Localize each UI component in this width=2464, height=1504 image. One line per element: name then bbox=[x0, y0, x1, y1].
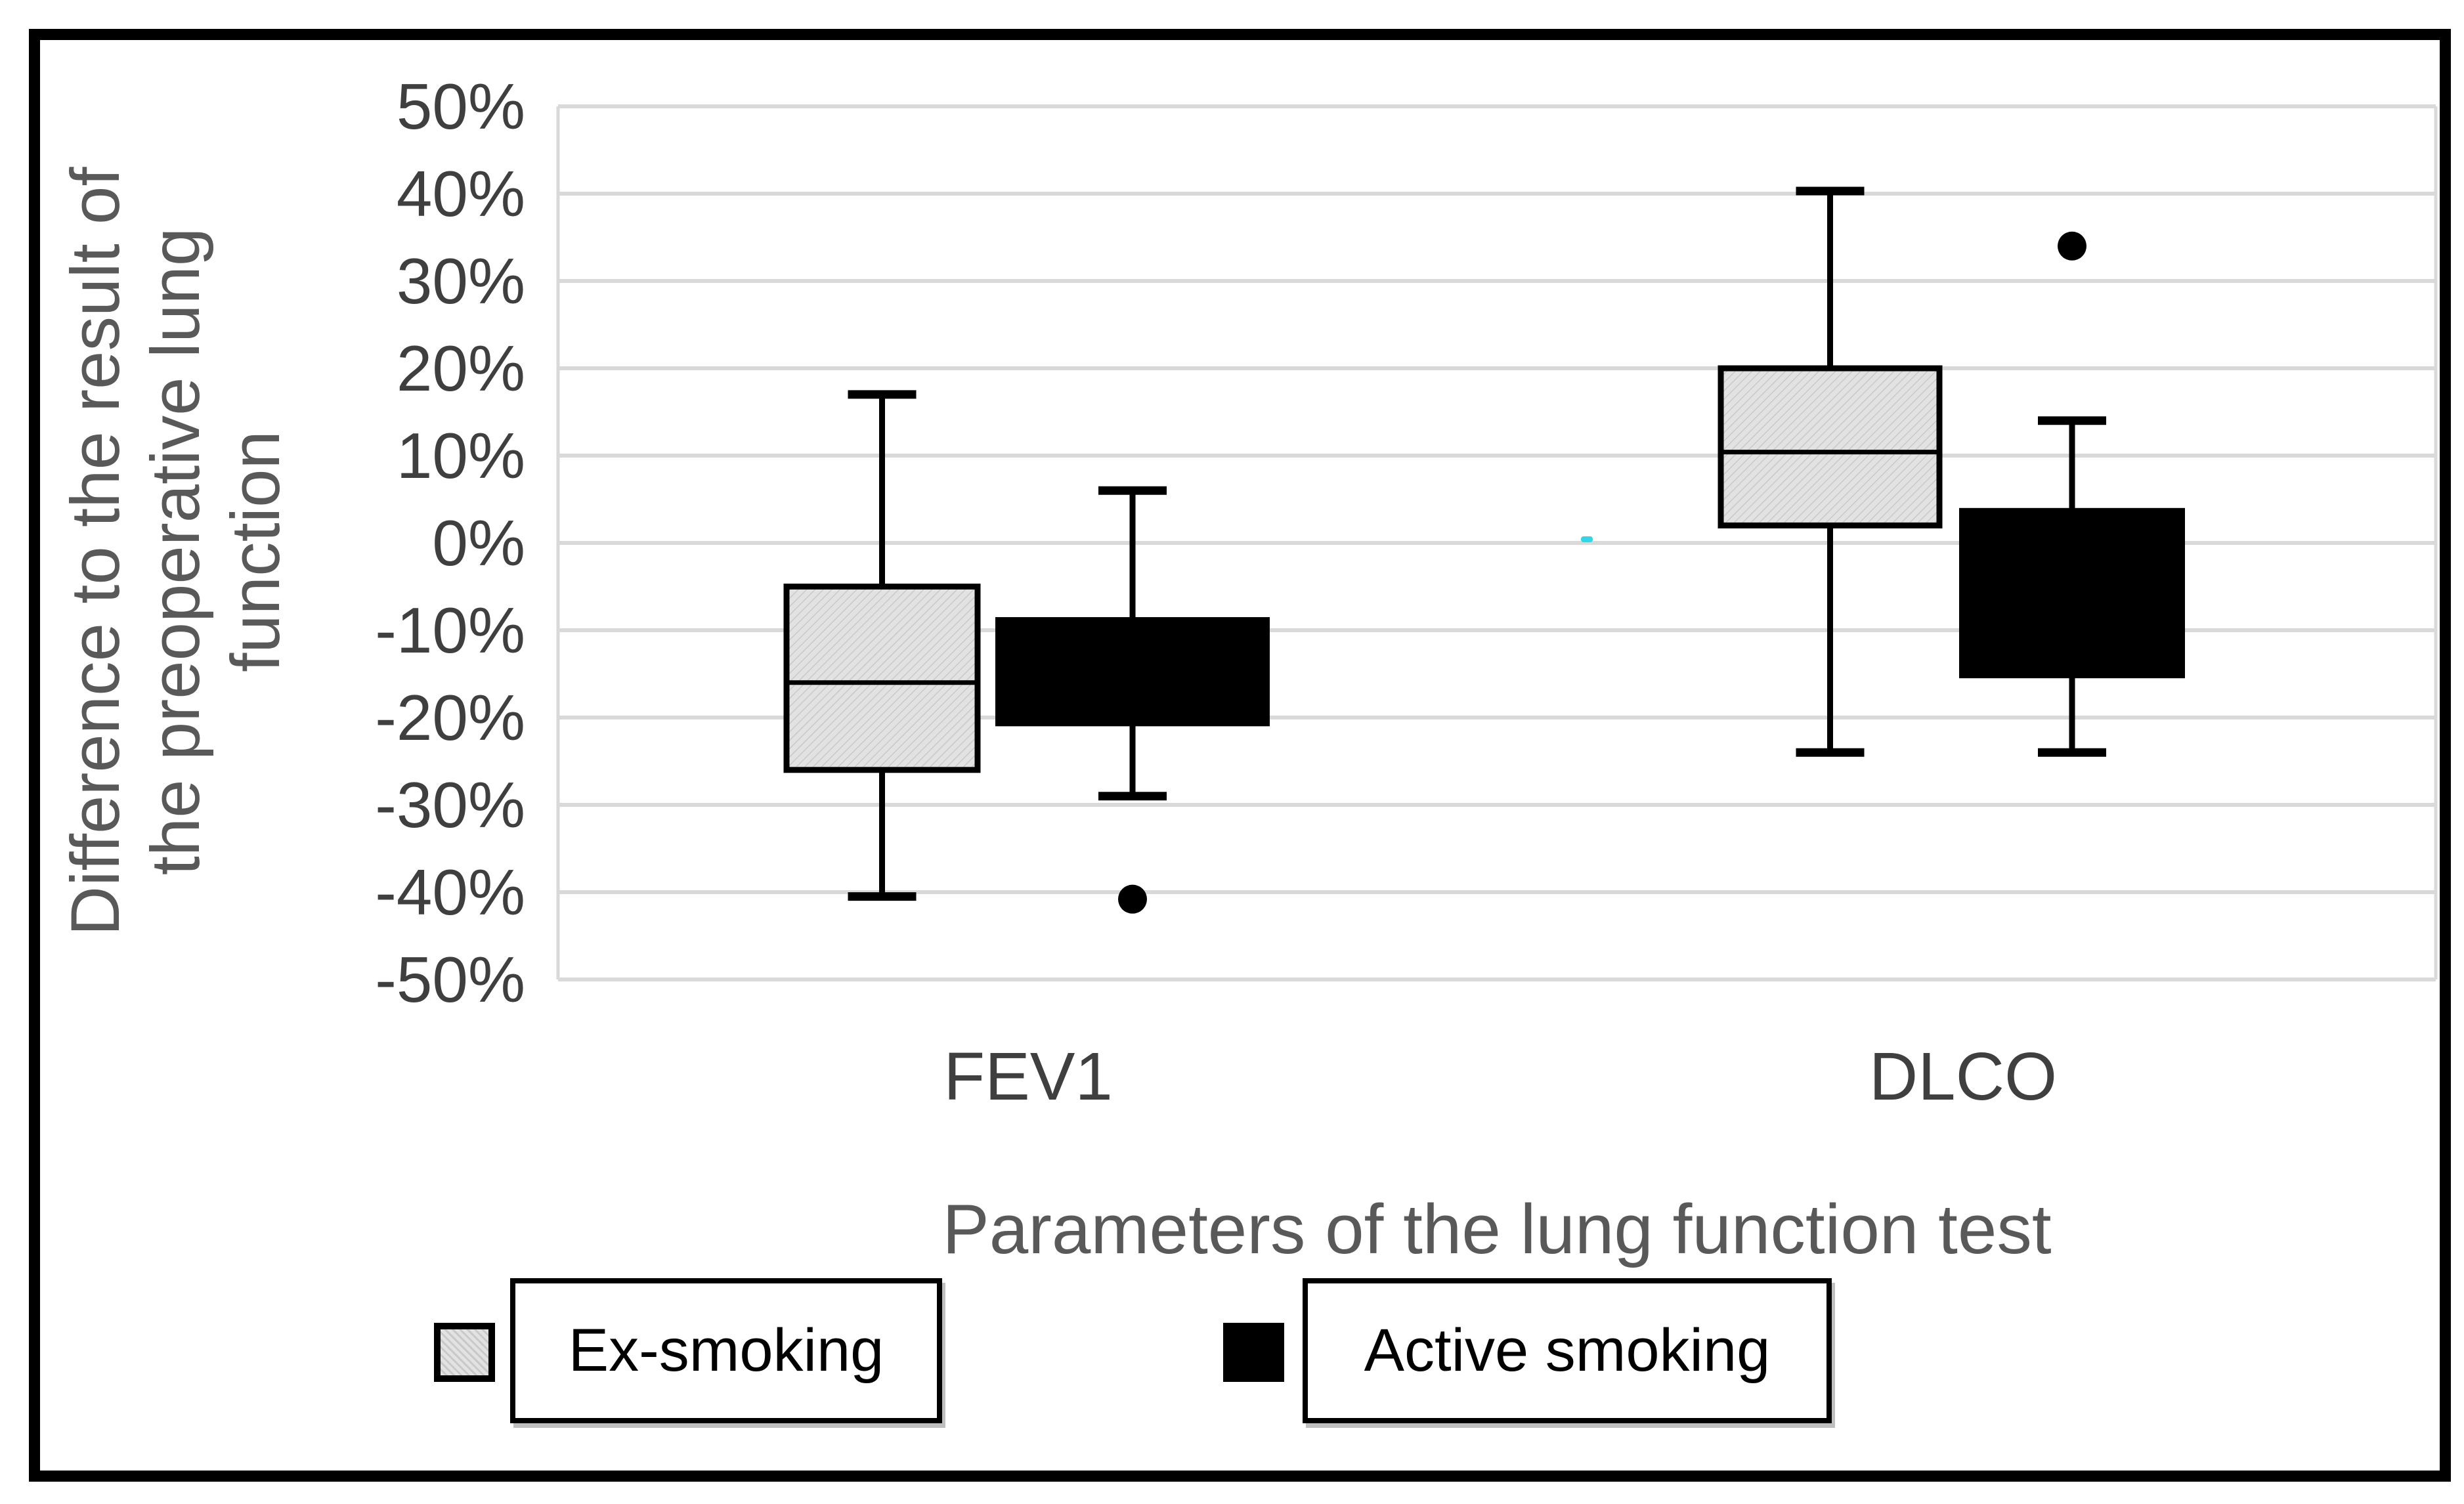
outlier-dlco-active-smoking-0 bbox=[2058, 231, 2086, 261]
y-axis-title-line-1: Difference to the result of bbox=[57, 167, 134, 936]
outlier-fev1-active-smoking-0 bbox=[1118, 884, 1147, 914]
box-dlco-active-smoking bbox=[1959, 507, 2185, 679]
box-dlco-ex-smoking bbox=[1718, 365, 1943, 528]
category-label-fev1: FEV1 bbox=[943, 1039, 1113, 1114]
y-tick-label--10pct: -10% bbox=[375, 594, 525, 666]
legend-label-active-smoking: Active smoking bbox=[1364, 1317, 1771, 1384]
legend-item-ex-smoking: Ex-smoking bbox=[510, 1278, 942, 1423]
box-fev1-ex-smoking bbox=[783, 584, 981, 773]
y-tick-label-20pct: 20% bbox=[396, 332, 525, 404]
legend-item-active-smoking: Active smoking bbox=[1303, 1278, 1832, 1423]
y-tick-label--50pct: -50% bbox=[375, 943, 525, 1016]
legend-swatch-active-smoking-icon bbox=[1223, 1323, 1284, 1382]
y-tick-label-10pct: 10% bbox=[396, 419, 525, 492]
cyan-artifact-mark bbox=[1581, 536, 1593, 542]
y-tick-label--40pct: -40% bbox=[375, 856, 525, 928]
y-tick-label--30pct: -30% bbox=[375, 769, 525, 841]
box-fev1-active-smoking bbox=[995, 617, 1270, 727]
category-label-dlco: DLCO bbox=[1869, 1039, 2058, 1114]
legend-label-ex-smoking: Ex-smoking bbox=[568, 1317, 884, 1384]
y-tick-label-30pct: 30% bbox=[396, 245, 525, 317]
y-tick-label-0pct: 0% bbox=[432, 507, 525, 579]
y-tick-label-40pct: 40% bbox=[396, 158, 525, 230]
y-tick-label--20pct: -20% bbox=[375, 681, 525, 754]
y-tick-label-50pct: 50% bbox=[396, 70, 525, 142]
x-axis-title: Parameters of the lung function test bbox=[942, 1190, 2052, 1268]
legend-swatch-ex-smoking-icon bbox=[434, 1323, 495, 1382]
